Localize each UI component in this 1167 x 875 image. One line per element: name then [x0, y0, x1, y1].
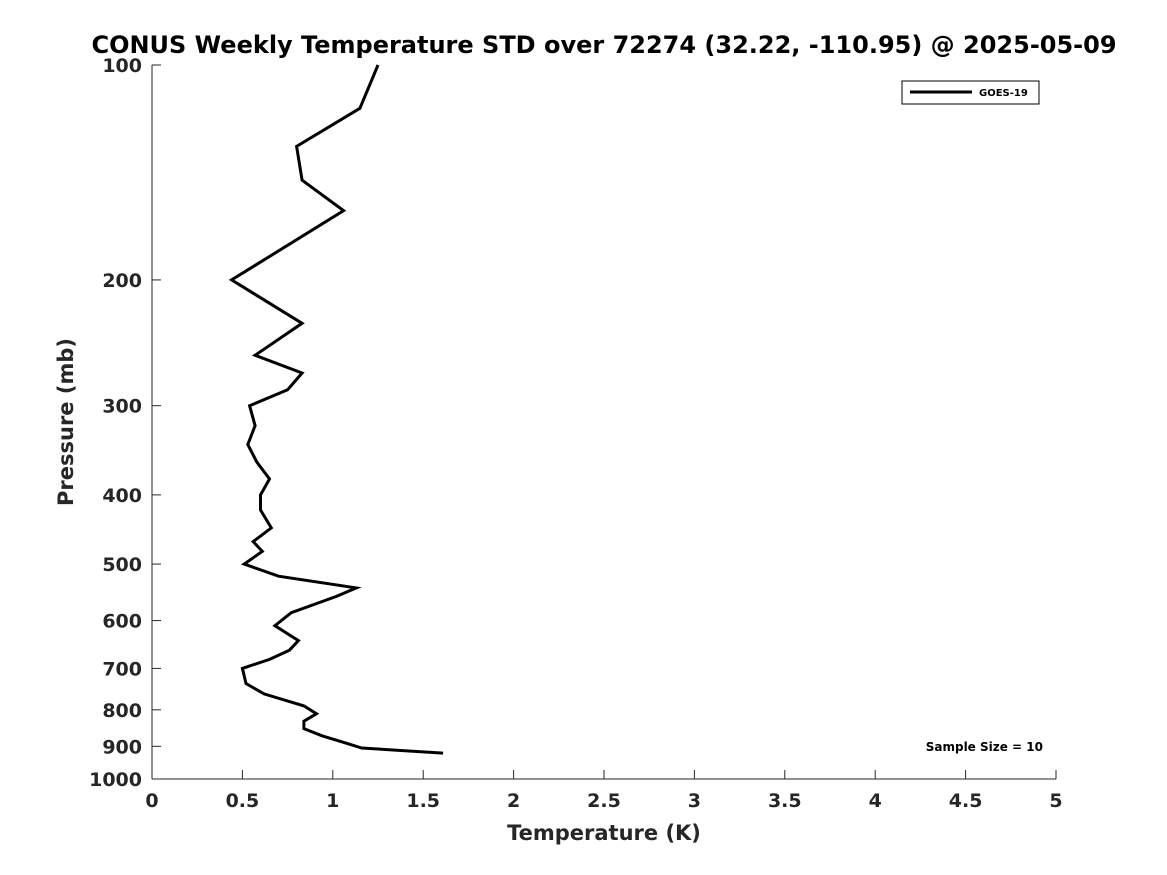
y-tick-label: 200	[102, 270, 142, 292]
y-axis-label: Pressure (mb)	[54, 338, 78, 506]
x-axis-ticks: 0 0.5 1 1.5 2 2.5 3 3.5 4 4.5 5	[145, 770, 1063, 812]
legend: GOES-19	[901, 80, 1040, 105]
y-tick-label: 100	[102, 55, 142, 77]
x-tick-label: 2.5	[587, 790, 621, 812]
y-tick-label: 500	[102, 554, 142, 576]
y-tick-label: 700	[102, 658, 142, 680]
y-axis-ticks: 100 200 300 400 500 600 700 800 900 1000	[89, 55, 161, 791]
x-axis-label: Temperature (K)	[507, 821, 701, 845]
x-tick-label: 3	[688, 790, 701, 812]
plot-area	[151, 65, 1056, 780]
x-tick-label: 0	[145, 790, 158, 812]
y-tick-label: 900	[102, 736, 142, 758]
x-tick-label: 4	[869, 790, 882, 812]
y-tick-label: 300	[102, 396, 142, 418]
x-tick-label: 3.5	[768, 790, 802, 812]
sample-size-annotation: Sample Size = 10	[926, 740, 1043, 754]
x-tick-label: 0.5	[226, 790, 260, 812]
x-tick-label: 1	[326, 790, 339, 812]
x-tick-label: 2	[507, 790, 520, 812]
y-tick-label: 1000	[89, 769, 142, 791]
x-tick-label: 5	[1049, 790, 1062, 812]
y-tick-label: 800	[102, 700, 142, 722]
y-tick-label: 600	[102, 611, 142, 633]
x-tick-label: 4.5	[949, 790, 983, 812]
legend-label: GOES-19	[979, 88, 1028, 99]
series-line-goes-19	[228, 64, 444, 755]
chart-title: CONUS Weekly Temperature STD over 72274 …	[91, 31, 1116, 59]
x-tick-label: 1.5	[406, 790, 440, 812]
y-tick-label: 400	[102, 485, 142, 507]
